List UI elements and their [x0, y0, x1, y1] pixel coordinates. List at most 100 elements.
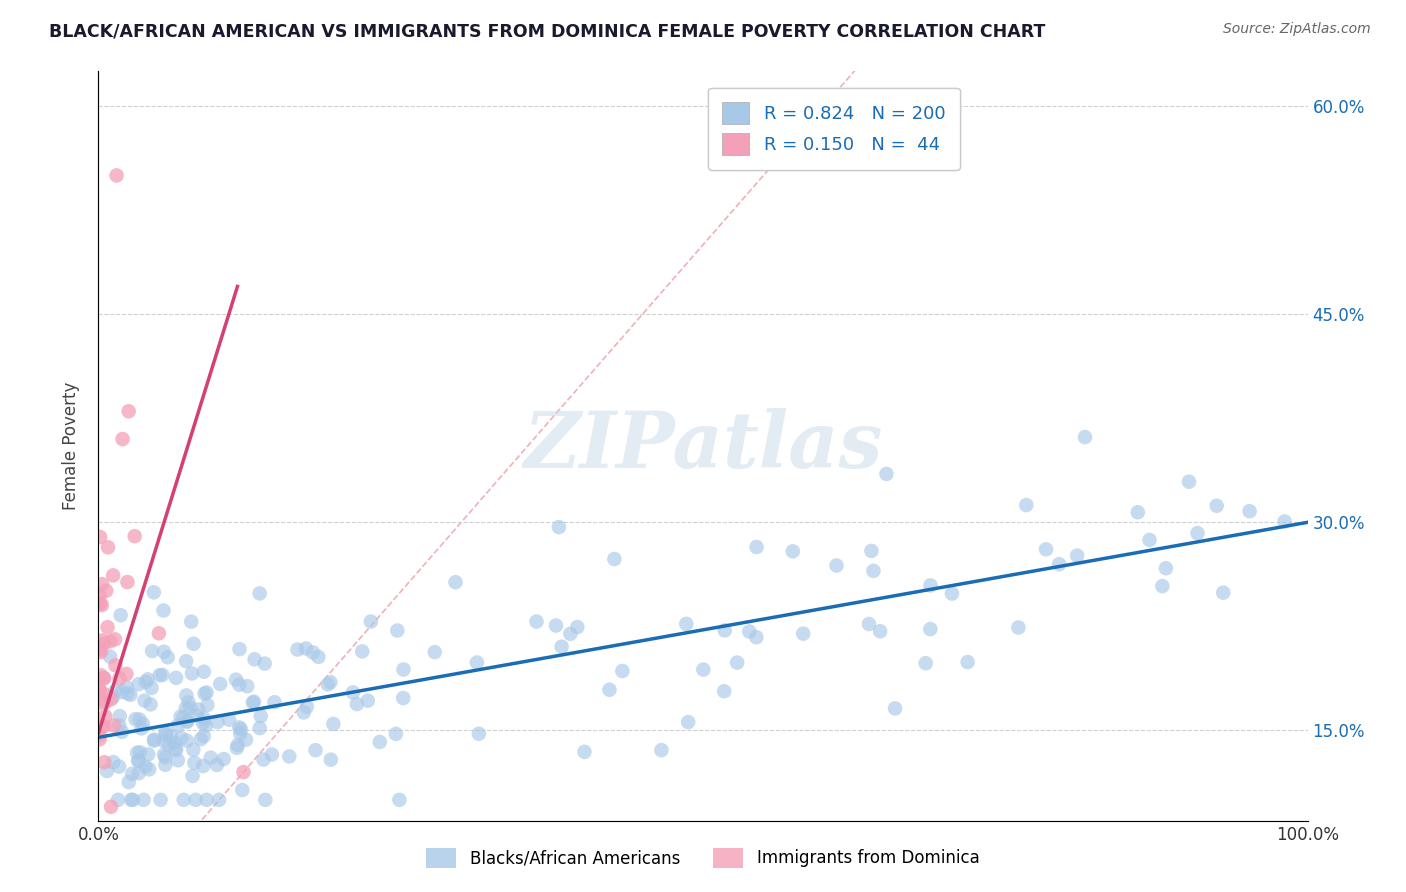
- Point: [745, 540, 768, 554]
- Point: [89, 642, 111, 657]
- Point: [176, 714, 198, 728]
- Point: [93, 687, 115, 701]
- Point: [134, 693, 156, 707]
- Point: [136, 673, 159, 687]
- Point: [423, 645, 446, 659]
- Point: [194, 718, 217, 732]
- Point: [567, 620, 589, 634]
- Point: [152, 668, 174, 682]
- Point: [170, 731, 193, 745]
- Point: [94, 695, 117, 709]
- Point: [1047, 558, 1070, 572]
- Point: [153, 645, 176, 659]
- Point: [142, 585, 165, 599]
- Point: [121, 767, 143, 781]
- Point: [108, 672, 131, 686]
- Point: [385, 727, 408, 741]
- Point: [120, 688, 142, 702]
- Point: [120, 793, 142, 807]
- Point: [190, 732, 212, 747]
- Point: [1007, 620, 1029, 634]
- Point: [90, 645, 112, 659]
- Point: [181, 666, 204, 681]
- Point: [149, 668, 172, 682]
- Point: [444, 575, 467, 590]
- Point: [111, 432, 134, 446]
- Point: [792, 626, 814, 640]
- Point: [862, 564, 884, 578]
- Text: BLACK/AFRICAN AMERICAN VS IMMIGRANTS FROM DOMINICA FEMALE POVERTY CORRELATION CH: BLACK/AFRICAN AMERICAN VS IMMIGRANTS FRO…: [49, 22, 1046, 40]
- Point: [172, 711, 194, 725]
- Point: [136, 747, 159, 762]
- Point: [96, 583, 118, 598]
- Point: [89, 530, 111, 544]
- Point: [676, 715, 699, 730]
- Point: [1066, 549, 1088, 563]
- Point: [357, 693, 380, 707]
- Point: [316, 677, 339, 691]
- Point: [232, 765, 254, 780]
- Point: [176, 733, 198, 747]
- Point: [212, 752, 235, 766]
- Point: [725, 656, 748, 670]
- Point: [738, 624, 761, 639]
- Point: [101, 690, 124, 705]
- Point: [191, 759, 214, 773]
- Point: [163, 735, 186, 749]
- Point: [104, 684, 127, 698]
- Point: [141, 681, 163, 695]
- Point: [956, 655, 979, 669]
- Point: [207, 714, 229, 729]
- Point: [155, 727, 177, 741]
- Point: [260, 747, 283, 762]
- Point: [745, 630, 768, 644]
- Point: [111, 724, 134, 739]
- Point: [100, 692, 122, 706]
- Point: [91, 577, 114, 591]
- Point: [1074, 430, 1097, 444]
- Point: [713, 624, 735, 638]
- Point: [1274, 515, 1296, 529]
- Point: [97, 541, 120, 555]
- Point: [1152, 579, 1174, 593]
- Point: [155, 725, 177, 739]
- Point: [134, 759, 156, 773]
- Point: [110, 608, 132, 623]
- Point: [1015, 498, 1038, 512]
- Point: [228, 678, 250, 692]
- Point: [108, 718, 131, 732]
- Point: [1126, 505, 1149, 519]
- Point: [155, 750, 177, 764]
- Point: [93, 671, 115, 685]
- Point: [544, 618, 567, 632]
- Point: [117, 686, 139, 700]
- Point: [141, 644, 163, 658]
- Point: [228, 642, 250, 657]
- Point: [388, 793, 411, 807]
- Point: [1239, 504, 1261, 518]
- Point: [138, 762, 160, 776]
- Point: [184, 793, 207, 807]
- Point: [598, 682, 620, 697]
- Point: [103, 718, 125, 732]
- Point: [101, 568, 124, 582]
- Point: [249, 586, 271, 600]
- Point: [169, 709, 191, 723]
- Point: [156, 650, 179, 665]
- Point: [191, 715, 214, 730]
- Point: [225, 673, 247, 687]
- Point: [111, 685, 134, 699]
- Point: [143, 733, 166, 747]
- Point: [132, 793, 155, 807]
- Point: [105, 169, 128, 183]
- Point: [387, 624, 409, 638]
- Point: [226, 740, 249, 755]
- Point: [292, 706, 315, 720]
- Point: [115, 680, 138, 694]
- Point: [650, 743, 672, 757]
- Point: [713, 684, 735, 698]
- Point: [107, 793, 129, 807]
- Point: [139, 698, 162, 712]
- Point: [304, 743, 326, 757]
- Point: [252, 753, 274, 767]
